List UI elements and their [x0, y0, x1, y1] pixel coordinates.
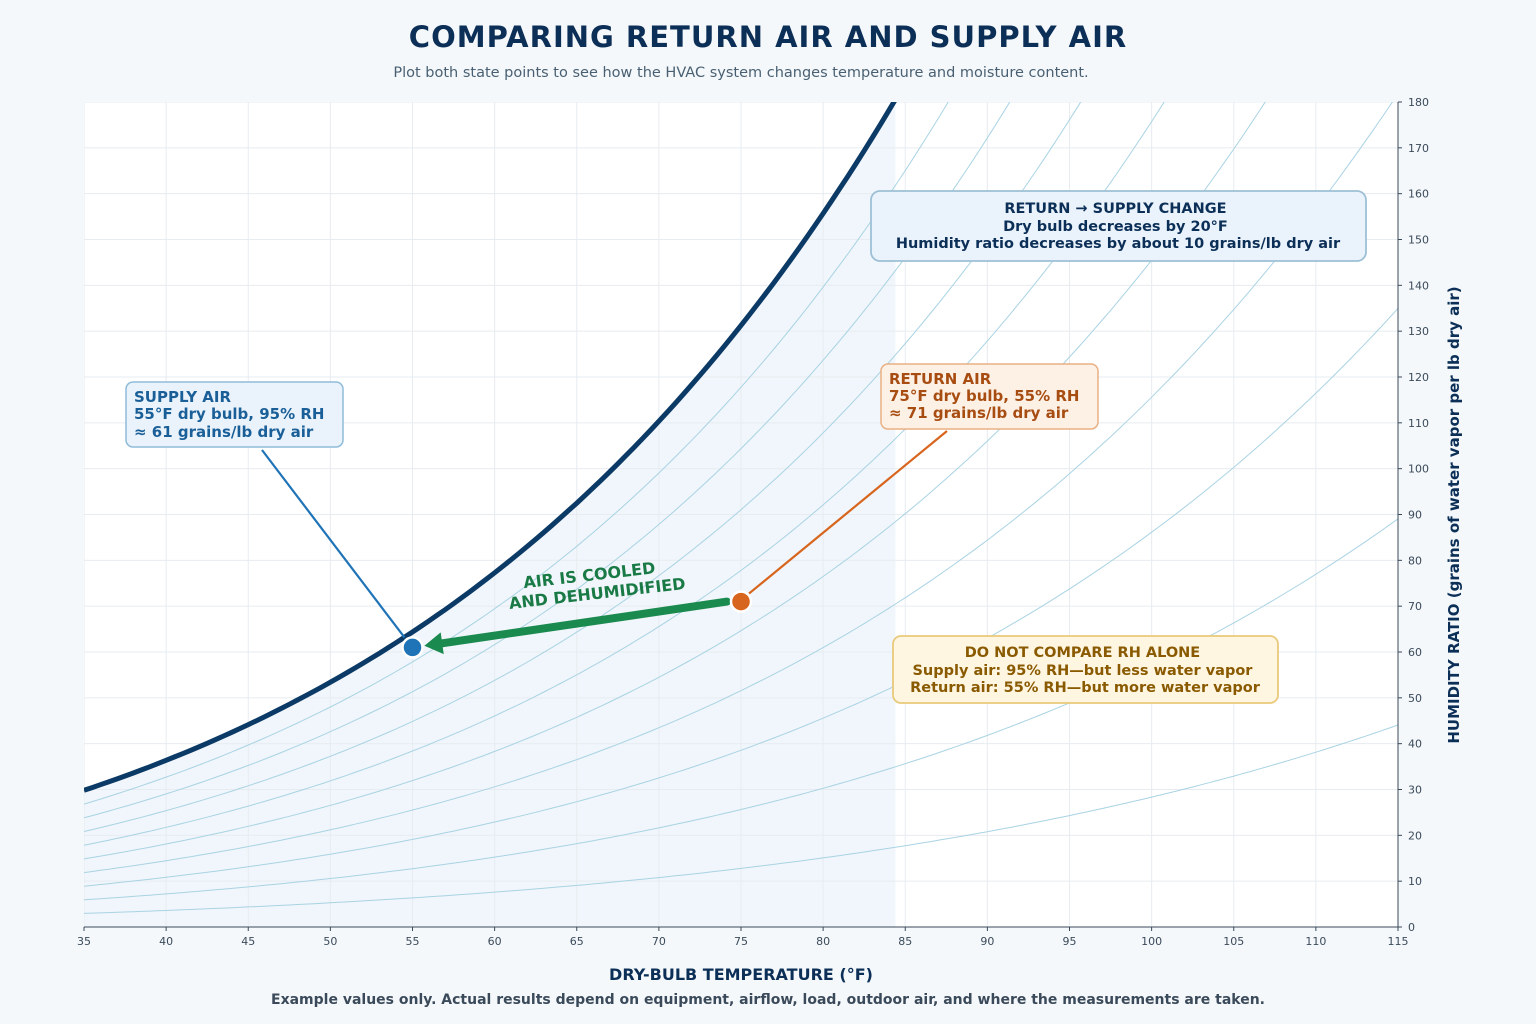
- rh-curve-30: [84, 308, 1398, 887]
- x-tick-label: 90: [980, 935, 994, 948]
- y-axis-label: HUMIDITY RATIO (grains of water vapor pe…: [1445, 286, 1463, 743]
- process-arrow-shaft: [438, 597, 731, 648]
- y-tick-label: 50: [1408, 692, 1422, 705]
- svg-text:SUPPLY AIR 55°F dry bu: SUPPLY AIR 55°F dry bulb, 95% RH ≈ 61 gr…: [134, 388, 330, 441]
- change-summary-box: RETURN → SUPPLY CHANGE Dry bulb decrease…: [870, 190, 1367, 262]
- rh-curve-70: [84, 102, 1082, 832]
- rh-note-return: Return air: 55% RH—but more water vapor: [910, 680, 1261, 696]
- x-tick-label: 50: [323, 935, 337, 948]
- comfort-zone-shading: [84, 102, 896, 927]
- return-leader-line: [748, 430, 948, 595]
- x-tick-label: 75: [734, 935, 748, 948]
- supply-callout-grains: ≈ 61 grains/lb dry air: [134, 423, 314, 441]
- x-tick-label: 115: [1388, 935, 1409, 948]
- process-arrow-head: [424, 632, 444, 655]
- y-tick-label: 140: [1408, 279, 1429, 292]
- rh-curve-10: [84, 724, 1398, 914]
- y-tick-label: 40: [1408, 738, 1422, 751]
- x-tick-label: 85: [898, 935, 912, 948]
- y-tick-label: 100: [1408, 463, 1429, 476]
- rh-curve-80: [84, 102, 1011, 819]
- x-tick-label: 60: [488, 935, 502, 948]
- change-box-title: RETURN → SUPPLY CHANGE: [1004, 201, 1226, 217]
- x-tick-label: 95: [1063, 935, 1077, 948]
- saturation-curve: [84, 102, 897, 793]
- rh-note-supply: Supply air: 95% RH—but less water vapor: [912, 663, 1253, 679]
- x-tick-label: 110: [1305, 935, 1326, 948]
- svg-text:DO NOT COMPARE RH ALONE: DO NOT COMPARE RH ALONE Supply air: 95% …: [910, 645, 1261, 696]
- supply-callout-conditions: 55°F dry bulb, 95% RH: [134, 405, 324, 423]
- x-axis-label: DRY-BULB TEMPERATURE (°F): [609, 965, 873, 984]
- change-box-humidity: Humidity ratio decreases by about 10 gra…: [896, 236, 1341, 252]
- y-tick-label: 180: [1408, 96, 1429, 109]
- y-tick-label: 120: [1408, 371, 1429, 384]
- return-air-point: [729, 590, 753, 613]
- supply-callout-title: SUPPLY AIR: [134, 388, 231, 406]
- y-tick-label: 10: [1408, 875, 1422, 888]
- rh-warning-note: DO NOT COMPARE RH ALONE Supply air: 95% …: [892, 635, 1279, 704]
- supply-leader-line: [261, 449, 406, 639]
- return-callout-grains: ≈ 71 grains/lb dry air: [889, 404, 1069, 422]
- chart-subtitle: Plot both state points to see how the HV…: [393, 65, 1089, 81]
- x-tick-label: 105: [1223, 935, 1244, 948]
- y-tick-label: 30: [1408, 784, 1422, 797]
- x-tick-label: 65: [570, 935, 584, 948]
- rh-curve-90: [84, 102, 949, 805]
- footnote: Example values only. Actual results depe…: [271, 992, 1265, 1008]
- rh-curve-60: [84, 102, 1165, 846]
- y-tick-label: 130: [1408, 325, 1429, 338]
- svg-text:RETURN → SUPPLY CHANGE: RETURN → SUPPLY CHANGE Dry bulb decrease…: [896, 201, 1341, 252]
- x-tick-label: 100: [1141, 935, 1162, 948]
- svg-text:RETURN AIR 75°F dry bu: RETURN AIR 75°F dry bulb, 55% RH ≈ 71 gr…: [889, 370, 1085, 422]
- y-tick-label: 80: [1408, 554, 1422, 567]
- y-tick-label: 170: [1408, 142, 1429, 155]
- return-air-callout: RETURN AIR 75°F dry bulb, 55% RH ≈ 71 gr…: [880, 363, 1099, 430]
- y-tick-label: 90: [1408, 509, 1422, 522]
- x-tick-label: 35: [77, 935, 91, 948]
- y-tick-label: 110: [1408, 417, 1429, 430]
- x-tick-label: 40: [159, 935, 173, 948]
- x-tick-label: 55: [406, 935, 420, 948]
- y-tick-label: 60: [1408, 646, 1422, 659]
- y-tick-label: 160: [1408, 188, 1429, 201]
- chart-title: COMPARING RETURN AIR AND SUPPLY AIR: [408, 20, 1128, 54]
- y-tick-label: 70: [1408, 600, 1422, 613]
- rh-curve-40: [84, 102, 1394, 874]
- y-tick-label: 150: [1408, 234, 1429, 247]
- x-tick-label: 45: [241, 935, 255, 948]
- rh-note-title: DO NOT COMPARE RH ALONE: [965, 645, 1201, 661]
- x-tick-label: 80: [816, 935, 830, 948]
- x-tick-label: 70: [652, 935, 666, 948]
- supply-air-point: [401, 636, 424, 659]
- y-tick-label: 20: [1408, 829, 1422, 842]
- return-callout-title: RETURN AIR: [889, 370, 992, 388]
- change-box-drybulb: Dry bulb decreases by 20°F: [1003, 219, 1228, 235]
- y-tick-label: 0: [1408, 921, 1415, 934]
- return-callout-conditions: 75°F dry bulb, 55% RH: [889, 387, 1079, 405]
- supply-air-callout: SUPPLY AIR 55°F dry bulb, 95% RH ≈ 61 gr…: [125, 381, 344, 448]
